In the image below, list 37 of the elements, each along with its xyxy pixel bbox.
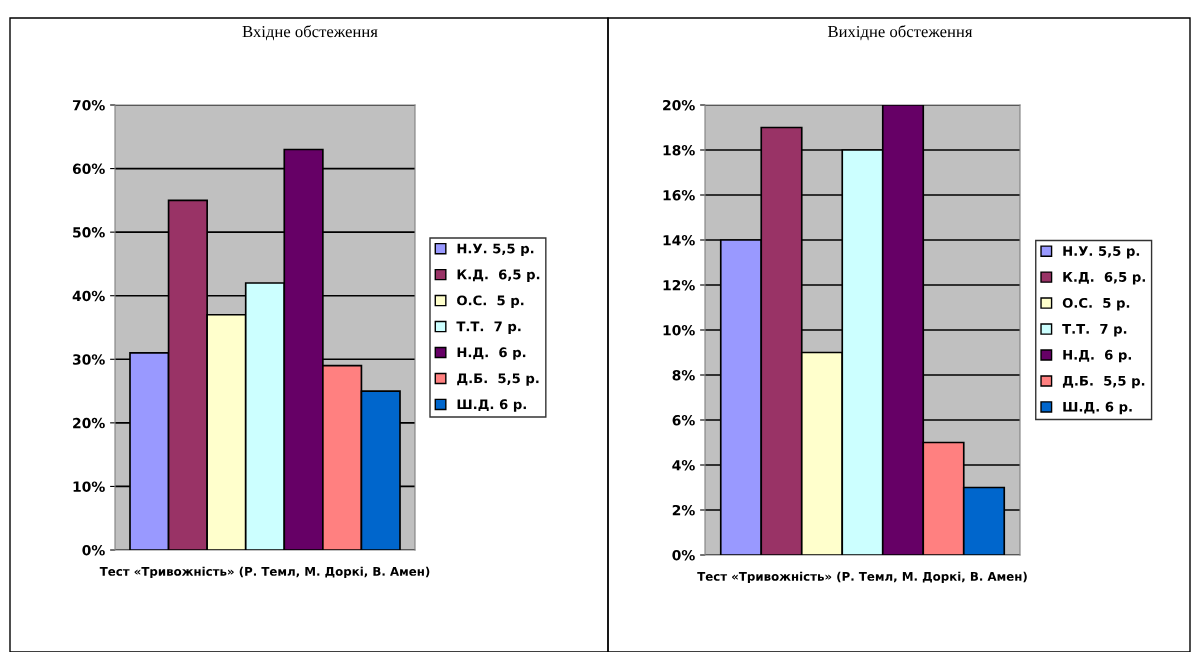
legend-label: Д.Б. 5,5 р. xyxy=(457,373,539,386)
y-tick-label: 10% xyxy=(73,481,105,492)
y-tick-label: 20% xyxy=(663,99,695,111)
y-tick-label: 4% xyxy=(672,459,695,471)
y-tick-label: 10% xyxy=(663,324,695,336)
y-tick-label: 30% xyxy=(72,354,105,365)
y-tick-label: 16% xyxy=(663,189,695,201)
y-tick-label: 60% xyxy=(72,163,105,175)
y-tick-label: 12% xyxy=(663,279,695,291)
legend-label: Т.Т. 7 р. xyxy=(456,321,521,334)
legend-label: Т.Т. 7 р. xyxy=(1062,324,1127,337)
legend-label: Н.У. 5,5 р. xyxy=(457,243,534,256)
y-tick-label: 18% xyxy=(663,144,695,156)
legend-label: Д.Б. 5,5 р. xyxy=(1062,375,1145,389)
y-tick-label: 20% xyxy=(73,417,105,429)
y-tick-label: 50% xyxy=(73,227,105,238)
legend-label: Ш.Д. 6 р. xyxy=(1063,401,1132,415)
y-tick-label: 6% xyxy=(672,414,695,426)
legend-label: Н.Д. 6 р. xyxy=(457,347,526,360)
legend-label: Ш.Д. 6 р. xyxy=(457,399,526,412)
legend-label: Н.Д. 6 р. xyxy=(1063,349,1132,363)
y-tick-label: 0% xyxy=(672,549,695,561)
legend-label: К.Д. 6,5 р. xyxy=(1063,271,1145,285)
y-tick-label: 2% xyxy=(672,504,695,516)
x-tick-label: Тест «Тривожність» (Р. Темл, М. Доркі, В. Амен) xyxy=(697,571,1027,584)
chart-title: Вхідне обстеження xyxy=(242,25,378,41)
legend-label: О.С. 5 р. xyxy=(457,295,524,308)
legend-label: О.С. 5 р. xyxy=(1062,297,1130,311)
legend-label: Н.У. 5,5 р. xyxy=(1063,246,1140,259)
y-tick-label: 14% xyxy=(663,234,695,246)
y-tick-label: 0% xyxy=(82,544,105,556)
legend-label: К.Д. 6,5 р. xyxy=(457,269,540,282)
y-tick-label: 70% xyxy=(72,99,105,111)
x-tick-label: Тест «Тривожність» (Р. Темл, М. Доркі, В. Амен) xyxy=(99,566,430,579)
y-tick-label: 8% xyxy=(672,369,695,381)
chart-title: Вихідне обстеження xyxy=(827,25,973,41)
y-tick-label: 40% xyxy=(72,290,105,302)
